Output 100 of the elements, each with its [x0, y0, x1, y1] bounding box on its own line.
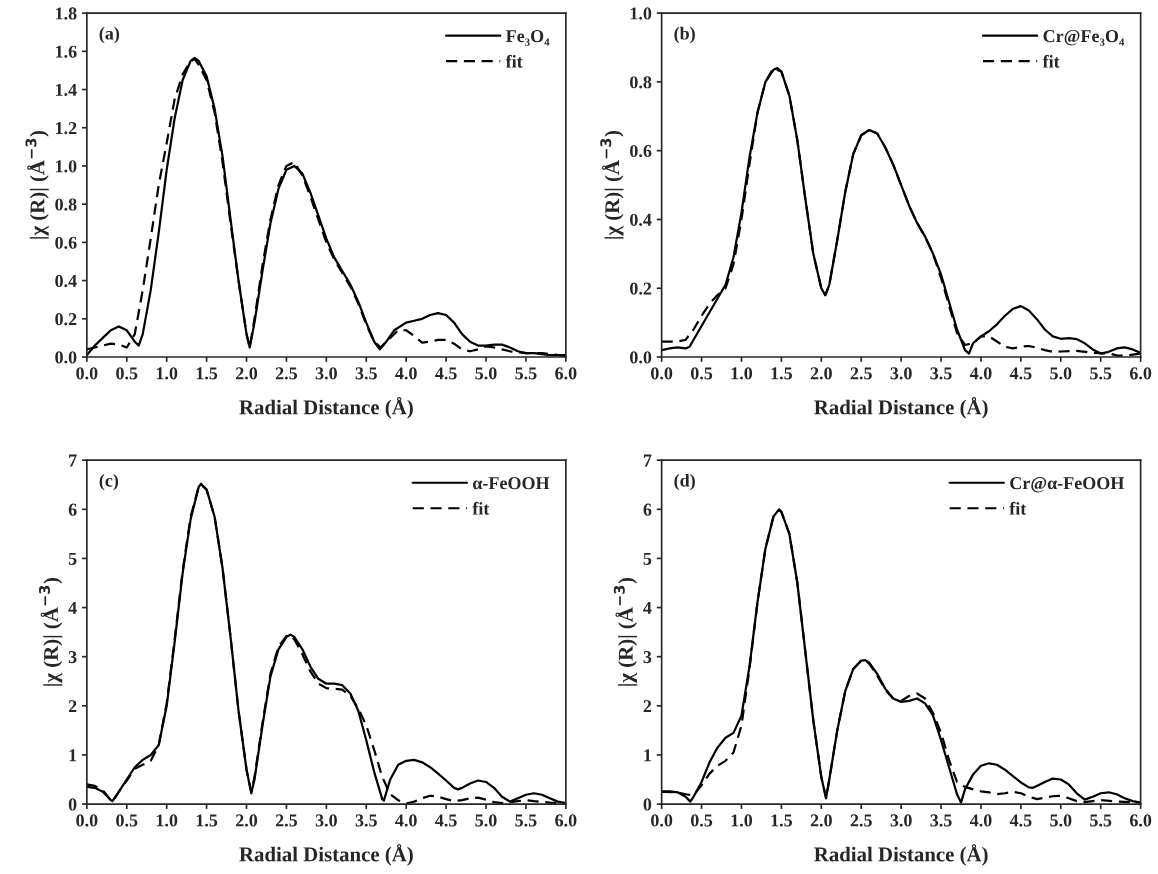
legend-label: fit: [1042, 54, 1060, 68]
y-tick-label: 0.0: [55, 351, 77, 364]
x-tick-label: 4.5: [1009, 367, 1032, 380]
x-tick-label: 0.5: [116, 367, 138, 380]
x-tick-label: 1.5: [771, 814, 793, 827]
y-tick-label: 0.6: [55, 236, 77, 249]
legend-label: Cr@Fe₃O₄: [1043, 29, 1125, 46]
x-tick-label: 4.5: [1009, 814, 1032, 827]
y-tick-label: 6: [643, 503, 652, 516]
x-tick-label: 5.0: [1050, 367, 1072, 380]
x-tick-label: 3.0: [890, 367, 912, 380]
x-tick-label: 6.0: [1129, 814, 1152, 827]
x-tick-label: 4.0: [969, 814, 992, 827]
x-tick-label: 2.5: [275, 814, 298, 827]
y-axis-title: |χ (R)| (Å$^{−3}$): [600, 130, 624, 239]
y-tick-label: 4: [643, 601, 652, 614]
x-axis-title: Radial Distance (Å): [814, 844, 988, 866]
x-tick-label: 3.5: [930, 814, 952, 827]
y-tick-label: 7: [643, 454, 652, 467]
legend-label: Fe₃O₄: [505, 30, 550, 46]
x-tick-label: 0.5: [116, 814, 138, 827]
x-axis-title: Radial Distance (Å): [239, 397, 413, 419]
annotation: (d): [674, 473, 695, 491]
y-tick-label: 1.2: [56, 122, 77, 135]
y-tick-label: 0.4: [55, 274, 77, 288]
y-tick-label: 6: [68, 503, 77, 516]
x-tick-label: 2.5: [275, 367, 298, 380]
x-tick-label: 0.0: [651, 814, 673, 827]
legend-label: fit: [505, 54, 523, 68]
y-tick-label: 0.6: [630, 144, 652, 158]
y-tick-label: 1.6: [56, 45, 77, 58]
x-tick-label: 6.0: [555, 367, 577, 380]
y-tick-label: 5: [68, 552, 77, 565]
y-tick-label: 5: [643, 552, 652, 565]
legend-label: α-FeOOH: [472, 477, 550, 490]
y-tick-label: 1.8: [56, 7, 77, 20]
annotation: (c): [99, 473, 119, 491]
x-tick-label: 2.0: [810, 814, 832, 827]
x-tick-label: 1.5: [771, 367, 793, 380]
x-tick-label: 1.0: [156, 814, 178, 827]
x-tick-label: 4.0: [969, 367, 992, 380]
x-tick-label: 5.5: [1090, 814, 1112, 827]
x-tick-label: 4.0: [395, 814, 417, 827]
x-tick-label: 1.0: [156, 367, 178, 380]
x-tick-label: 3.5: [930, 367, 952, 380]
x-tick-label: 5.5: [1090, 367, 1112, 380]
y-tick-label: 3: [68, 651, 77, 664]
x-tick-label: 5.5: [515, 367, 537, 380]
x-tick-label: 3.0: [315, 367, 337, 380]
x-tick-label: 5.5: [515, 814, 537, 827]
x-tick-label: 2.5: [850, 367, 872, 380]
y-tick-label: 0.2: [55, 313, 77, 326]
y-tick-label: 0: [643, 798, 652, 811]
annotation: (b): [674, 26, 695, 44]
x-tick-label: 5.0: [475, 814, 497, 827]
y-tick-label: 7: [69, 454, 77, 467]
y-axis-title: |χ (R)| (Å$^{−3}$): [613, 577, 638, 686]
x-tick-label: 3.0: [315, 814, 337, 827]
y-tick-label: 0.4: [630, 213, 652, 226]
x-tick-label: 5.0: [1050, 814, 1072, 827]
x-tick-label: 0.5: [690, 367, 713, 380]
x-tick-label: 4.5: [435, 367, 457, 380]
y-tick-label: 0.2: [630, 282, 652, 295]
y-tick-label: 2: [68, 700, 77, 713]
y-tick-label: 0.8: [630, 76, 652, 89]
y-tick-label: 3: [643, 651, 652, 664]
legend-label: fit: [1009, 501, 1027, 515]
y-tick-label: 0.8: [55, 198, 77, 211]
y-tick-label: 1.4: [56, 83, 77, 97]
y-tick-label: 0.0: [630, 351, 652, 364]
x-tick-label: 5.0: [475, 367, 497, 380]
x-tick-label: 1.5: [196, 814, 218, 827]
legend-label: Cr@α-FeOOH: [1010, 477, 1125, 493]
x-tick-label: 3.0: [890, 814, 912, 827]
x-tick-label: 1.5: [196, 367, 218, 380]
x-tick-label: 2.0: [235, 814, 258, 827]
x-tick-label: 6.0: [1129, 367, 1152, 380]
x-tick-label: 1.0: [731, 367, 753, 380]
x-tick-label: 3.5: [355, 367, 377, 380]
legend-label: fit: [472, 501, 490, 515]
x-tick-label: 2.0: [810, 367, 832, 380]
y-axis-title: |χ (R)| (Å$^{−3}$): [39, 577, 63, 686]
y-tick-label: 1: [69, 749, 77, 762]
y-axis-title: |χ (R)| (Å$^{−3}$): [25, 130, 49, 239]
x-tick-label: 3.5: [355, 814, 377, 827]
x-tick-label: 4.0: [395, 367, 417, 380]
y-tick-label: 1.0: [56, 160, 77, 173]
x-tick-label: 2.0: [235, 367, 258, 380]
annotation: (a): [99, 26, 120, 44]
x-axis-title: Radial Distance (Å): [239, 844, 413, 866]
y-tick-label: 4: [68, 601, 77, 614]
x-tick-label: 0.0: [651, 367, 673, 380]
x-tick-label: 2.5: [850, 814, 872, 827]
y-tick-label: 2: [643, 700, 652, 713]
x-tick-label: 0.5: [690, 814, 713, 827]
x-tick-label: 6.0: [555, 814, 577, 827]
y-tick-label: 0: [68, 798, 77, 811]
y-tick-label: 1: [644, 749, 651, 762]
x-tick-label: 1.0: [731, 814, 753, 827]
x-tick-label: 4.5: [435, 814, 457, 827]
